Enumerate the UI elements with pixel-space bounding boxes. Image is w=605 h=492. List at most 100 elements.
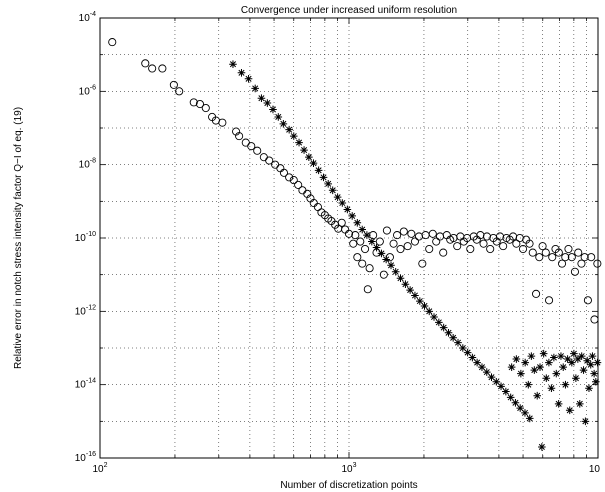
data-point-circle: [466, 244, 475, 254]
data-point-star: [353, 218, 362, 227]
data-point-circle: [396, 244, 405, 254]
data-point-star: [305, 153, 313, 161]
data-point-circle: [453, 242, 462, 251]
data-point-circle: [432, 237, 441, 246]
circle-series: [108, 38, 602, 324]
data-point-circle: [407, 229, 416, 238]
data-point-circle: [535, 253, 544, 262]
data-point-star: [382, 255, 390, 264]
data-point-star: [538, 443, 546, 451]
y-tick-label: 10-8: [79, 158, 96, 171]
data-point-star: [237, 69, 246, 77]
data-point-circle: [356, 237, 365, 246]
data-point-star: [391, 267, 400, 276]
data-point-circle: [541, 248, 550, 257]
data-point-circle: [247, 142, 256, 151]
data-point-circle: [403, 242, 412, 251]
data-point-star: [575, 400, 584, 408]
data-point-circle: [218, 118, 227, 127]
data-point-circle: [583, 296, 592, 305]
data-point-star: [527, 352, 536, 360]
data-point-star: [372, 243, 381, 252]
data-point-circle: [189, 98, 198, 107]
data-point-circle: [495, 232, 505, 241]
data-point-star: [539, 349, 548, 358]
data-point-circle: [158, 64, 167, 73]
data-point-star: [244, 74, 253, 83]
data-point-circle: [201, 104, 210, 113]
plot-frame: [99, 17, 599, 459]
data-point-circle: [482, 232, 491, 241]
data-point-circle: [365, 264, 374, 273]
data-point-star: [492, 377, 501, 386]
data-point-star: [309, 159, 318, 167]
data-point-circle: [418, 259, 427, 268]
data-point-circle: [294, 180, 303, 189]
data-point-circle: [428, 229, 437, 238]
data-point-circle: [175, 87, 184, 96]
data-point-star: [324, 180, 332, 188]
data-point-circle: [108, 38, 117, 47]
data-point-star: [251, 84, 259, 93]
data-point-star: [568, 358, 576, 367]
data-point-star: [363, 231, 371, 239]
data-point-star: [463, 348, 472, 357]
data-point-star: [561, 380, 570, 389]
data-point-star: [368, 237, 376, 246]
y-tick-label: 10-16: [75, 451, 96, 464]
data-point-star: [319, 173, 328, 182]
data-point-star: [285, 125, 293, 134]
data-point-star: [545, 358, 553, 367]
data-point-star: [435, 318, 443, 327]
data-point-star: [570, 349, 578, 358]
data-point-circle: [574, 248, 583, 257]
data-point-circle: [545, 296, 554, 305]
data-point-star: [444, 328, 453, 337]
data-point-star: [557, 352, 565, 360]
data-point-star: [289, 132, 298, 140]
data-point-circle: [580, 253, 589, 262]
data-point-star: [425, 307, 434, 316]
data-point-star: [420, 302, 429, 310]
chart-title: Convergence under increased uniform reso…: [241, 5, 457, 16]
data-point-star: [579, 366, 588, 374]
data-point-star: [552, 369, 561, 378]
star-series: [229, 60, 602, 451]
data-point-circle: [548, 253, 557, 262]
data-point-star: [358, 225, 367, 234]
data-point-circle: [587, 253, 596, 262]
data-point-star: [449, 333, 457, 342]
data-point-circle: [567, 253, 576, 262]
x-tick-label: 10: [589, 464, 601, 475]
data-point-star: [478, 363, 486, 371]
x-tick-label: 102: [92, 462, 107, 475]
data-point-star: [525, 414, 534, 423]
data-point-star: [565, 406, 574, 415]
data-point-circle: [554, 248, 563, 257]
data-point-circle: [337, 218, 346, 227]
data-point-circle: [279, 168, 289, 177]
data-point-star: [430, 313, 438, 321]
data-point-circle: [399, 227, 408, 236]
data-point-circle: [389, 239, 398, 248]
data-point-star: [396, 274, 405, 283]
data-point-star: [229, 60, 237, 68]
data-point-circle: [344, 229, 354, 238]
x-axis-title: Number of discretization points: [280, 480, 417, 491]
data-point-circle: [379, 270, 388, 279]
data-point-star: [454, 338, 462, 347]
data-point-star: [263, 99, 272, 107]
data-point-star: [416, 297, 424, 305]
data-point-star: [590, 369, 598, 378]
data-point-star: [524, 380, 533, 389]
data-point-star: [497, 382, 505, 391]
data-point-star: [300, 146, 308, 154]
data-point-circle: [363, 285, 372, 294]
data-point-star: [473, 358, 481, 367]
data-point-star: [521, 358, 529, 367]
data-point-star: [554, 400, 563, 408]
tick-labels: 102 103 10 10-4 10-6 10-8 10-10 10-12 10-14 10-16: [75, 11, 601, 475]
y-tick-label: 10-14: [75, 378, 96, 391]
data-point-star: [574, 355, 582, 363]
data-point-circle: [235, 132, 244, 141]
